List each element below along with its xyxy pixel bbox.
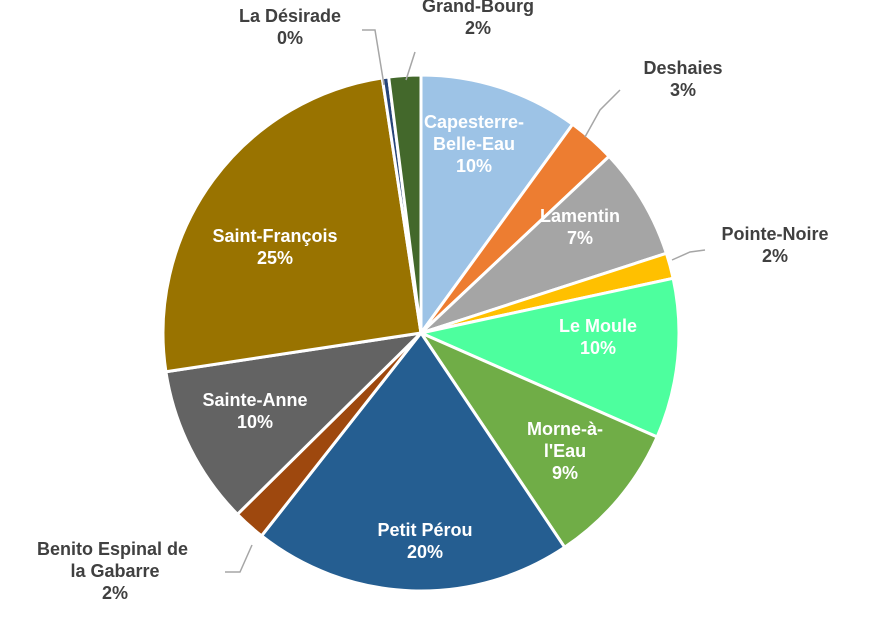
pie-slice [161, 76, 423, 374]
slice-label: Lamentin [540, 206, 620, 226]
pie-slice [259, 330, 567, 593]
pie-slice [416, 276, 681, 439]
slice-value-label: 2% [102, 583, 128, 603]
slice-label: Deshaies [643, 58, 722, 78]
slice-value-label: 10% [237, 412, 273, 432]
leader-line [584, 89, 621, 138]
slice-value-label: 2% [762, 246, 788, 266]
slice-label: Morne-à-l'Eau [527, 419, 603, 461]
leader-line [362, 29, 385, 86]
pie-slice [419, 154, 669, 335]
slice-label: Grand-Bourg [422, 0, 534, 16]
pie-slice [416, 329, 660, 550]
slice-value-label: 7% [567, 228, 593, 248]
pie-slice [164, 330, 426, 517]
slice-label: Benito Espinal de la Gabarre [37, 539, 193, 581]
slice-label: Saint-François [212, 226, 337, 246]
leader-line [405, 51, 416, 81]
pie-slice [419, 73, 575, 338]
slice-label: Le Moule [559, 316, 637, 336]
leader-line [671, 249, 706, 261]
slice-label: La Désirade [239, 6, 341, 26]
pie-slice [386, 73, 423, 334]
slice-value-label: 3% [670, 80, 696, 100]
slice-label: Sainte-Anne [202, 390, 307, 410]
slice-value-label: 9% [552, 463, 578, 483]
slice-label: Petit Pérou [377, 520, 472, 540]
slice-value-label: 10% [580, 338, 616, 358]
slice-value-label: 2% [465, 18, 491, 38]
leader-line [225, 544, 253, 573]
slice-label: Pointe-Noire [721, 224, 828, 244]
slice-value-label: 20% [407, 542, 443, 562]
slice-label: Capesterre-Belle-Eau [424, 112, 524, 154]
slice-value-label: 25% [257, 248, 293, 268]
slice-value-label: 0% [277, 28, 303, 48]
slice-value-label: 10% [456, 156, 492, 176]
